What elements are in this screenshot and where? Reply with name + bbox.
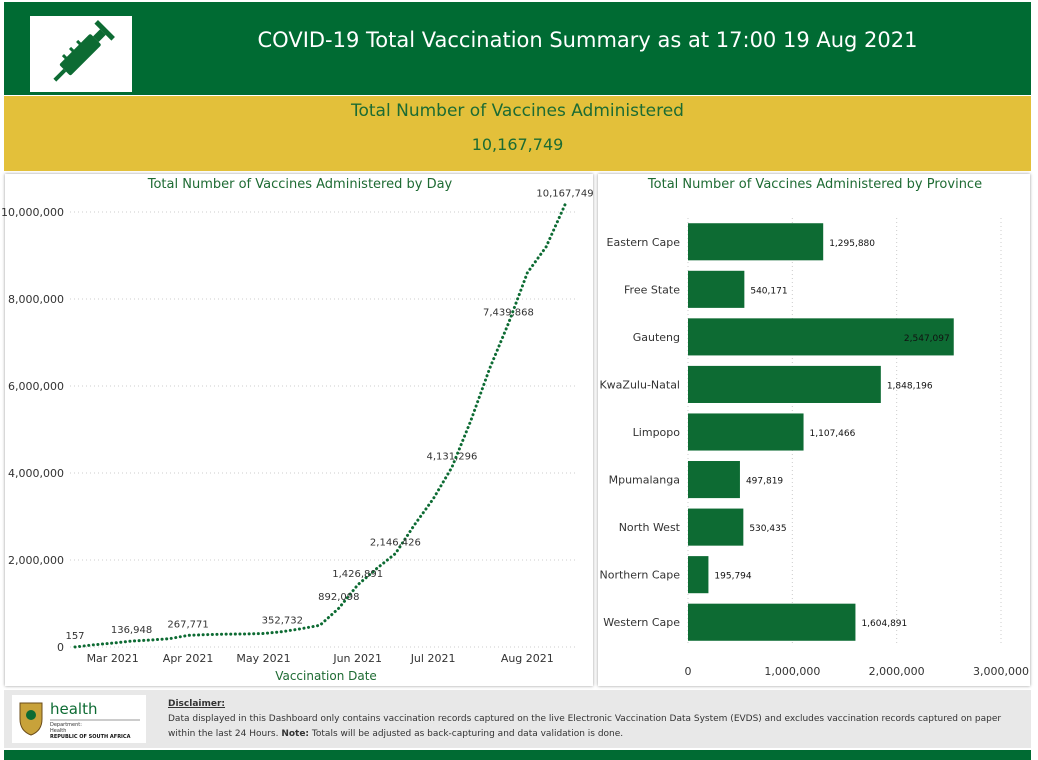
y-tick-label: 0 — [57, 641, 64, 654]
x-tick-label: 0 — [685, 665, 692, 678]
data-label: 892,098 — [318, 592, 359, 603]
bar — [688, 508, 744, 546]
banner-title: Total Number of Vaccines Administered — [351, 101, 684, 121]
x-axis-label: Vaccination Date — [275, 669, 377, 683]
bottom-bar — [4, 750, 1031, 760]
x-tick-label: 2,000,000 — [869, 665, 925, 678]
bar — [688, 270, 745, 308]
x-tick-label: 1,000,000 — [764, 665, 820, 678]
health-logo: health Department: Health REPUBLIC OF SO… — [12, 695, 146, 743]
data-label: 540,171 — [750, 286, 787, 296]
bar — [688, 603, 856, 641]
x-tick-label: Aug 2021 — [501, 652, 554, 665]
disclaimer-text: Data displayed in this Dashboard only co… — [168, 714, 1002, 739]
data-label: 157 — [65, 631, 84, 642]
disclaimer-title: Disclaimer: — [168, 699, 226, 709]
data-label: 7,439,868 — [483, 307, 534, 318]
logo-line: Department: — [50, 722, 82, 728]
data-label: 267,771 — [167, 619, 208, 630]
note-text: Totals will be adjusted as back-capturin… — [311, 729, 624, 739]
line-panel: Total Number of Vaccines Administered by… — [1, 174, 594, 686]
logo-name: health — [50, 700, 97, 718]
x-tick-label: Apr 2021 — [163, 652, 214, 665]
data-label: 352,732 — [262, 616, 303, 627]
data-label: 195,794 — [714, 572, 751, 582]
y-tick-label: Gauteng — [633, 331, 680, 344]
bar — [688, 461, 740, 499]
x-tick-label: Jun 2021 — [332, 652, 382, 665]
x-tick-label: 3,000,000 — [973, 665, 1029, 678]
data-label: 1,848,196 — [887, 381, 933, 391]
bar — [688, 413, 804, 451]
y-tick-label: Mpumalanga — [609, 474, 680, 487]
y-tick-label: Northern Cape — [599, 569, 680, 582]
x-tick-label: Jul 2021 — [410, 652, 456, 665]
data-label: 1,604,891 — [861, 619, 907, 629]
logo-line: REPUBLIC OF SOUTH AFRICA — [50, 734, 131, 740]
y-tick-label: Free State — [624, 283, 680, 296]
data-label: 10,167,749 — [536, 189, 593, 200]
y-tick-label: 6,000,000 — [8, 380, 64, 393]
footer: health Department: Health REPUBLIC OF SO… — [4, 690, 1031, 748]
y-tick-label: North West — [619, 521, 681, 534]
y-tick-label: 10,000,000 — [1, 206, 64, 219]
bar — [688, 223, 824, 261]
y-tick-label: 8,000,000 — [8, 293, 64, 306]
x-tick-label: Mar 2021 — [87, 652, 139, 665]
bar — [688, 318, 954, 356]
total-banner: Total Number of Vaccines Administered 10… — [4, 96, 1031, 171]
vaccine-icon — [30, 16, 132, 92]
y-tick-label: KwaZulu-Natal — [599, 378, 680, 391]
header-title: COVID-19 Total Vaccination Summary as at… — [257, 28, 918, 52]
y-tick-label: Eastern Cape — [607, 236, 681, 249]
bar — [688, 556, 709, 594]
chart-title: Total Number of Vaccines Administered by… — [647, 177, 982, 192]
logo-graphic: health Department: Health REPUBLIC OF SO… — [19, 700, 140, 740]
data-label: 530,435 — [749, 524, 786, 534]
data-line — [73, 203, 567, 649]
bar — [688, 365, 881, 403]
note-label: Note: — [281, 729, 310, 739]
header: COVID-19 Total Vaccination Summary as at… — [4, 2, 1031, 95]
y-tick-label: 4,000,000 — [8, 467, 64, 480]
data-label: 2,547,097 — [904, 334, 950, 344]
syringe-icon — [53, 20, 115, 82]
data-label: 2,146,426 — [370, 538, 421, 549]
y-tick-label: Western Cape — [603, 616, 680, 629]
bar-chart: Total Number of Vaccines Administered by… — [599, 177, 1029, 678]
bar-panel: Total Number of Vaccines Administered by… — [598, 174, 1030, 686]
data-label: 1,295,880 — [829, 239, 875, 249]
chart-title: Total Number of Vaccines Administered by… — [147, 177, 453, 192]
disclaimer: Disclaimer: Data displayed in this Dashb… — [168, 697, 1011, 742]
data-label: 136,948 — [111, 625, 152, 636]
data-label: 1,426,891 — [332, 569, 383, 580]
logo-line: Health — [50, 728, 66, 734]
data-label: 4,131,296 — [426, 451, 477, 462]
data-label: 1,107,466 — [810, 429, 856, 439]
x-tick-label: May 2021 — [236, 652, 290, 665]
y-tick-label: 2,000,000 — [8, 554, 64, 567]
data-label: 497,819 — [746, 477, 783, 487]
line-chart: Total Number of Vaccines Administered by… — [1, 177, 594, 683]
y-tick-label: Limpopo — [633, 426, 681, 439]
banner-value: 10,167,749 — [471, 135, 564, 154]
